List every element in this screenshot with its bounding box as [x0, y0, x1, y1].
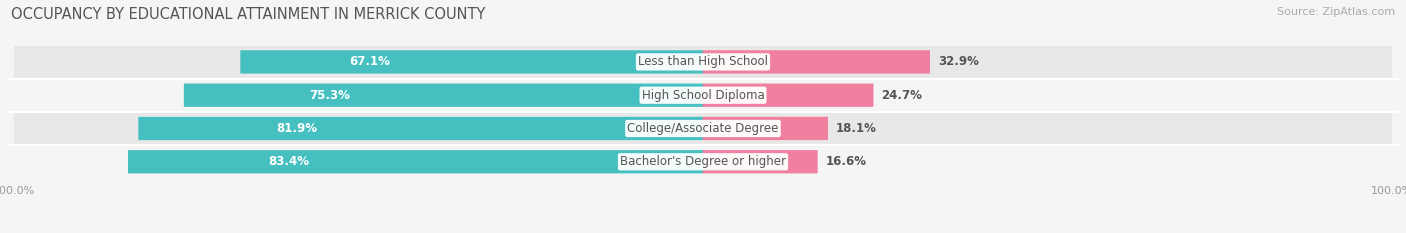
Text: 32.9%: 32.9% [938, 55, 979, 69]
Text: 18.1%: 18.1% [837, 122, 877, 135]
Text: 83.4%: 83.4% [269, 155, 309, 168]
FancyBboxPatch shape [703, 117, 828, 140]
FancyBboxPatch shape [184, 84, 703, 107]
FancyBboxPatch shape [703, 50, 929, 74]
Text: 16.6%: 16.6% [825, 155, 866, 168]
Text: Source: ZipAtlas.com: Source: ZipAtlas.com [1277, 7, 1395, 17]
Text: College/Associate Degree: College/Associate Degree [627, 122, 779, 135]
FancyBboxPatch shape [240, 50, 703, 74]
Text: 67.1%: 67.1% [350, 55, 391, 69]
Text: OCCUPANCY BY EDUCATIONAL ATTAINMENT IN MERRICK COUNTY: OCCUPANCY BY EDUCATIONAL ATTAINMENT IN M… [11, 7, 485, 22]
FancyBboxPatch shape [703, 150, 818, 173]
Text: 81.9%: 81.9% [276, 122, 318, 135]
FancyBboxPatch shape [138, 117, 703, 140]
Text: Less than High School: Less than High School [638, 55, 768, 69]
FancyBboxPatch shape [128, 150, 703, 173]
Text: 75.3%: 75.3% [309, 89, 350, 102]
FancyBboxPatch shape [14, 146, 1392, 178]
FancyBboxPatch shape [703, 84, 873, 107]
Text: High School Diploma: High School Diploma [641, 89, 765, 102]
FancyBboxPatch shape [14, 79, 1392, 111]
FancyBboxPatch shape [14, 113, 1392, 144]
Text: 24.7%: 24.7% [882, 89, 922, 102]
Text: Bachelor's Degree or higher: Bachelor's Degree or higher [620, 155, 786, 168]
FancyBboxPatch shape [14, 46, 1392, 78]
